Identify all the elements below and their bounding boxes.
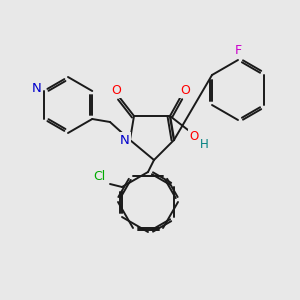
Text: O: O xyxy=(111,83,121,97)
Text: Cl: Cl xyxy=(93,170,105,184)
Text: N: N xyxy=(120,134,130,146)
Text: O: O xyxy=(180,83,190,97)
Text: O: O xyxy=(189,130,199,142)
Text: F: F xyxy=(234,44,242,58)
Text: N: N xyxy=(32,82,42,95)
Text: H: H xyxy=(200,137,208,151)
